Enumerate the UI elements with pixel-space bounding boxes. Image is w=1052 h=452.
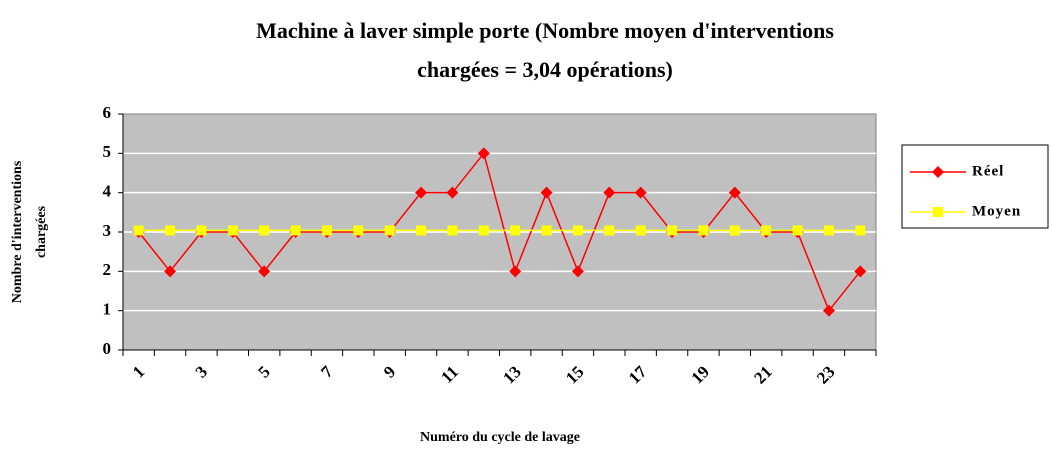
point — [164, 265, 177, 278]
legend — [901, 144, 1049, 229]
x-tick-label: 5 — [254, 362, 273, 381]
point — [761, 225, 772, 236]
point — [509, 265, 522, 278]
point — [416, 225, 427, 236]
x-tick-label: 7 — [317, 362, 337, 382]
point — [478, 225, 489, 236]
point — [792, 225, 803, 236]
y-axis-title: chargées — [34, 205, 49, 258]
x-tick-label: 1 — [129, 362, 148, 381]
y-axis-title: Nombre d'interventions — [10, 160, 25, 303]
point — [604, 225, 615, 236]
point — [634, 186, 647, 199]
point — [541, 225, 552, 236]
point — [258, 265, 271, 278]
point — [259, 225, 270, 236]
chart-title: Machine à laver simple porte (Nombre moy… — [256, 18, 834, 43]
point — [384, 225, 395, 236]
point — [133, 225, 144, 236]
point — [415, 186, 428, 199]
point — [477, 147, 490, 160]
legend-marker — [933, 207, 943, 217]
x-tick-label: 11 — [437, 362, 462, 387]
point — [196, 225, 207, 236]
legend-label: Moyen — [972, 203, 1021, 219]
legend-label: Réel — [972, 163, 1004, 179]
x-tick-label: 3 — [192, 362, 211, 381]
x-tick-label: 21 — [750, 362, 775, 387]
point — [321, 225, 332, 236]
x-tick-label: 13 — [499, 362, 524, 387]
point — [165, 225, 176, 236]
y-tick-label: 1 — [103, 300, 112, 319]
point — [603, 186, 616, 199]
point — [227, 225, 238, 236]
point — [728, 186, 741, 199]
point — [446, 186, 459, 199]
point — [729, 225, 740, 236]
y-tick-label: 3 — [103, 221, 112, 240]
x-tick-label: 19 — [688, 362, 713, 387]
x-tick-label: 23 — [813, 362, 838, 387]
point — [510, 225, 521, 236]
point — [290, 225, 301, 236]
point — [823, 225, 834, 236]
chart-title: chargées = 3,04 opérations) — [417, 57, 673, 82]
x-tick-label: 9 — [380, 362, 399, 381]
x-tick-label: 15 — [562, 362, 587, 387]
line — [138, 151, 861, 313]
point — [667, 225, 678, 236]
point — [854, 265, 867, 278]
point — [571, 265, 584, 278]
point — [855, 225, 866, 236]
x-axis-title: Numéro du cycle de lavage — [420, 430, 580, 445]
point — [635, 225, 646, 236]
point — [447, 225, 458, 236]
y-tick-label: 5 — [103, 142, 112, 161]
point — [698, 225, 709, 236]
point — [540, 186, 553, 199]
y-tick-label: 4 — [103, 182, 112, 201]
legend-marker — [932, 166, 944, 178]
x-tick-label: 17 — [625, 362, 651, 388]
y-tick-label: 2 — [103, 260, 112, 279]
y-tick-label: 0 — [103, 339, 112, 358]
point — [572, 225, 583, 236]
point — [353, 225, 364, 236]
point — [822, 304, 835, 317]
y-tick-label: 6 — [103, 103, 112, 122]
